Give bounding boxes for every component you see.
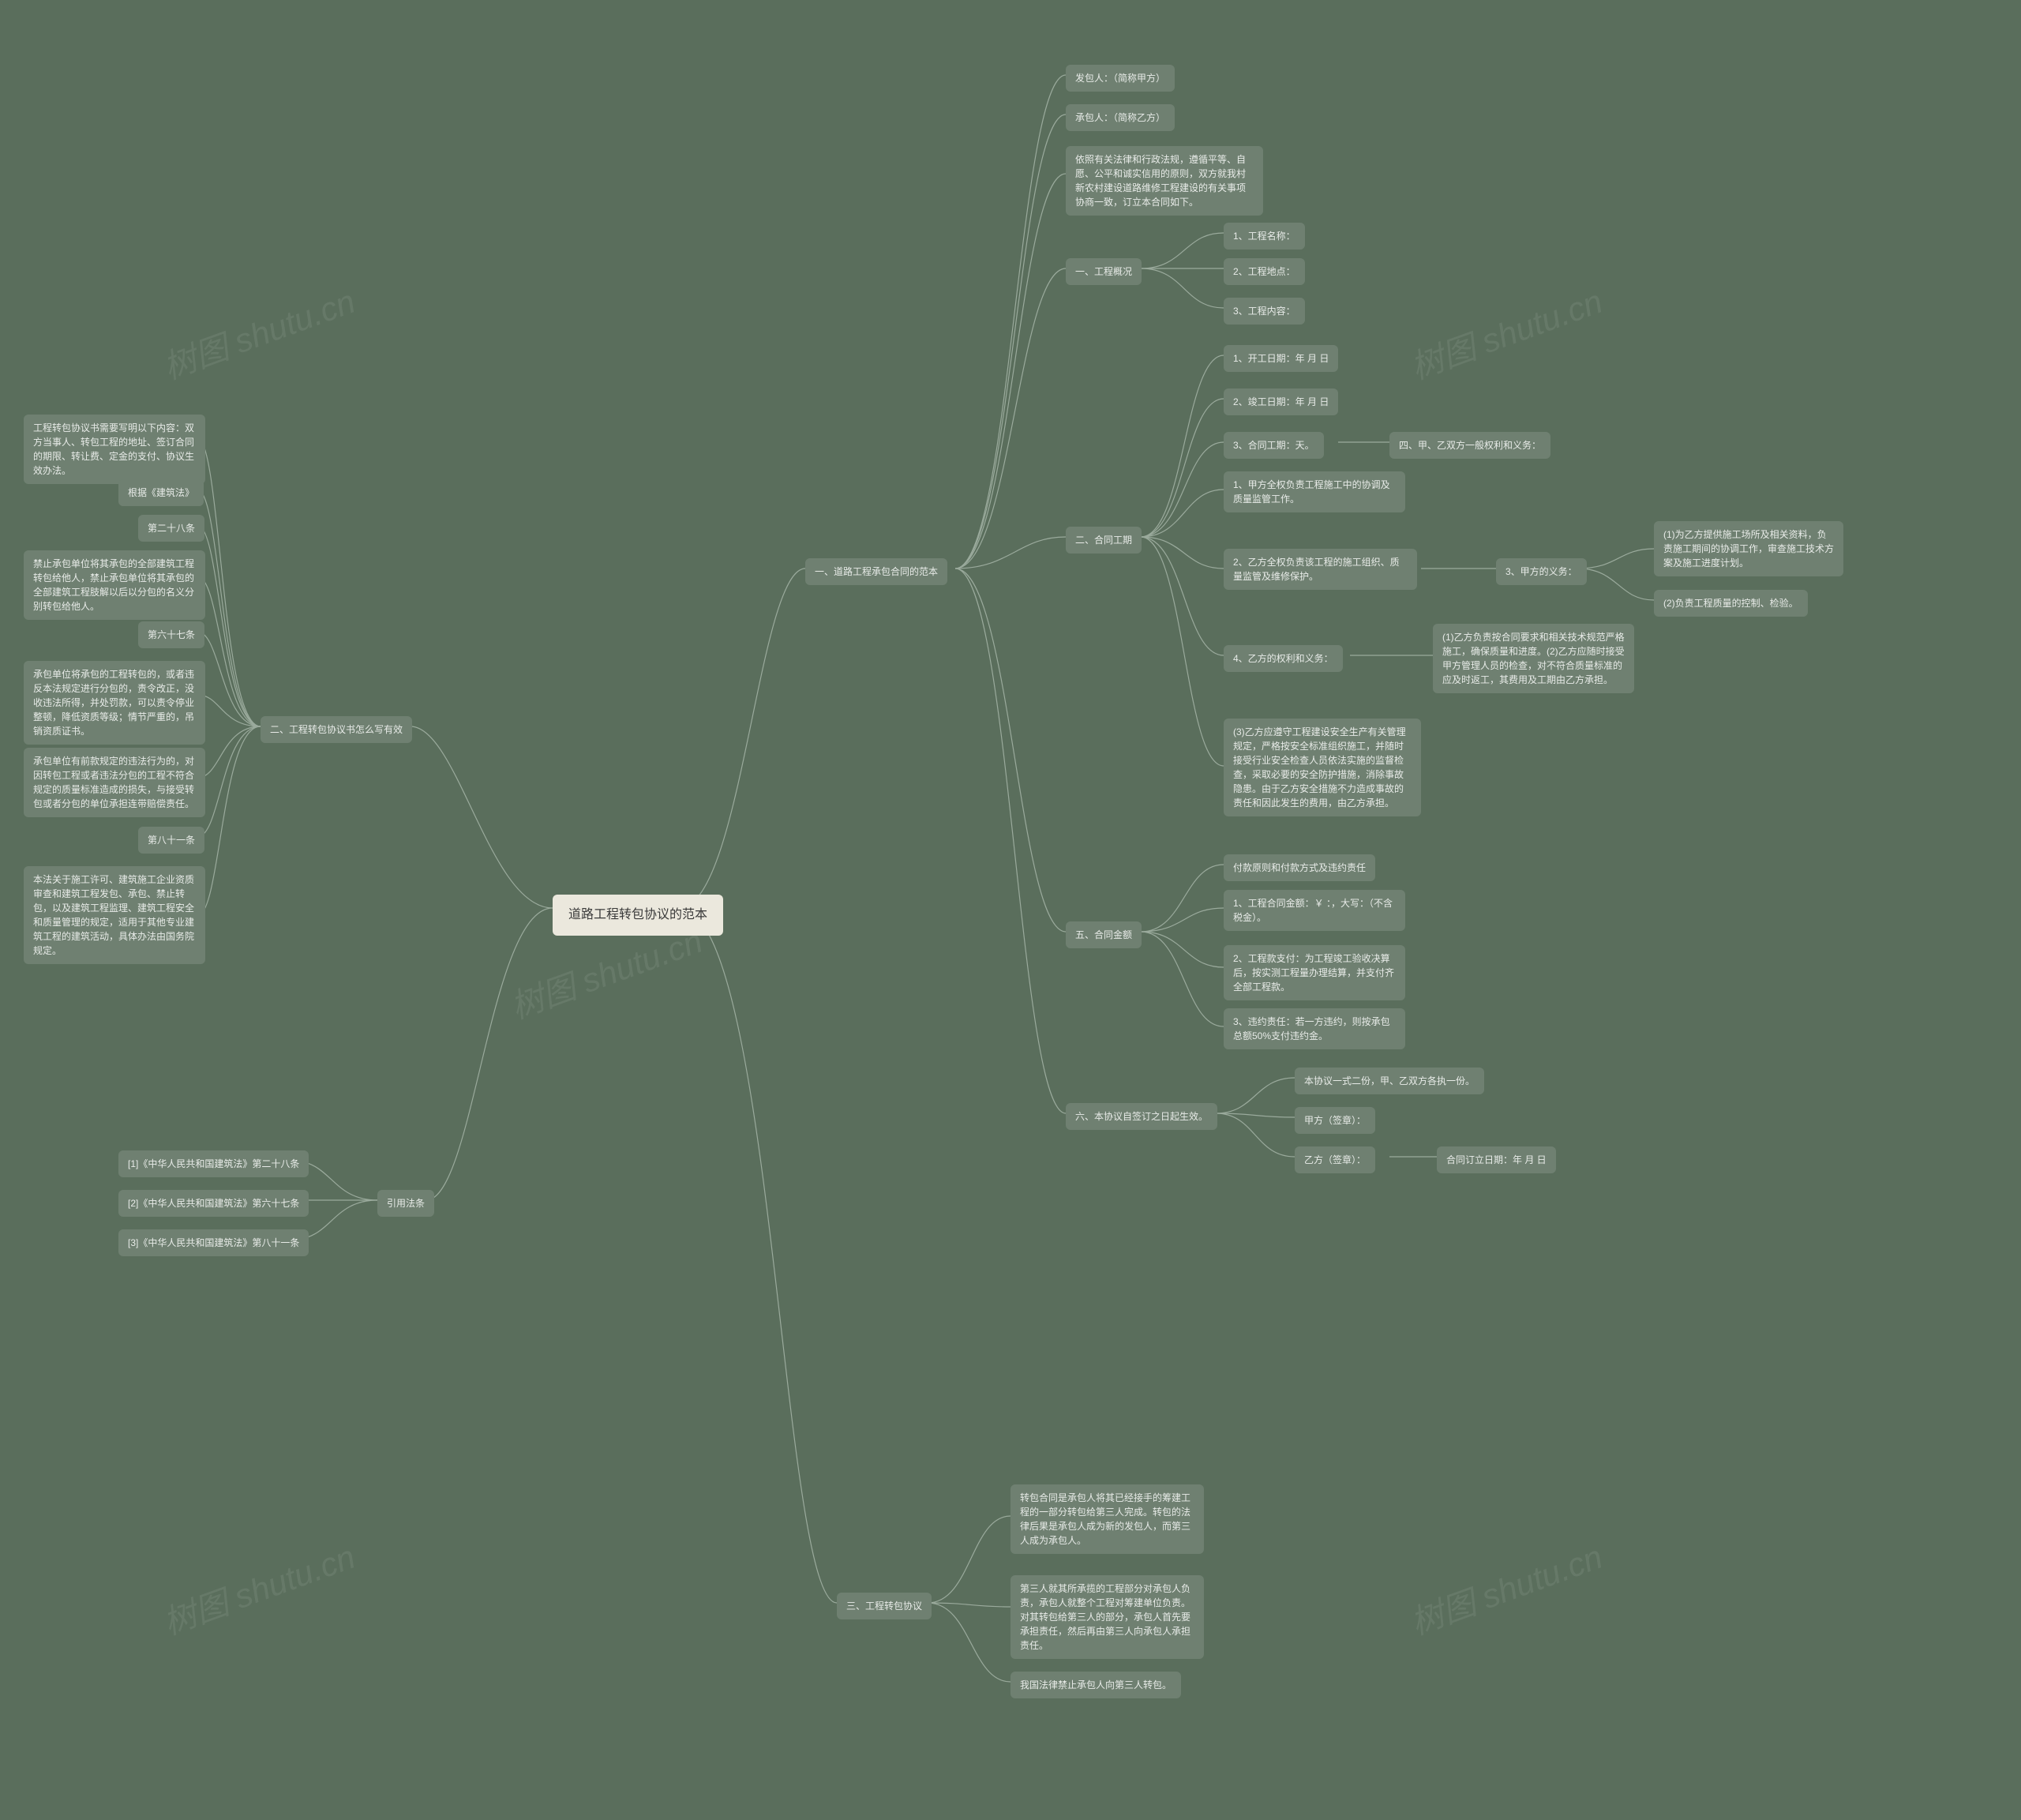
node-c5-d8-right-label[interactable]: 3、甲方的义务： <box>1496 558 1587 585</box>
node-b2-l5[interactable]: 第六十七条 <box>138 621 204 648</box>
watermark: 树图 shutu.cn <box>1403 275 1608 388</box>
node-b1-c2[interactable]: 承包人：（简称乙方） <box>1066 104 1175 131</box>
node-b4-r2[interactable]: [2]《中华人民共和国建筑法》第六十七条 <box>118 1190 309 1217</box>
node-c7-d15[interactable]: 本协议一式二份，甲、乙双方各执一份。 <box>1295 1068 1484 1094</box>
node-c4-d1[interactable]: 1、工程名称： <box>1224 223 1305 250</box>
watermark: 树图 shutu.cn <box>1403 1530 1608 1644</box>
node-c6-d11[interactable]: 付款原则和付款方式及违约责任 <box>1224 854 1375 881</box>
node-c4-d2[interactable]: 2、工程地点： <box>1224 258 1305 285</box>
node-b1-c5[interactable]: 二、合同工期 <box>1066 527 1142 554</box>
node-b2-l7[interactable]: 承包单位有前款规定的违法行为的，对因转包工程或者违法分包的工程不符合规定的质量标… <box>24 748 205 817</box>
branch-2[interactable]: 二、工程转包协议书怎么写有效 <box>261 716 412 743</box>
node-c7-d17[interactable]: 乙方（签章）： <box>1295 1146 1375 1173</box>
branch-4[interactable]: 引用法条 <box>377 1190 434 1217</box>
node-c4-d3[interactable]: 3、工程内容： <box>1224 298 1305 325</box>
mindmap-root[interactable]: 道路工程转包协议的范本 <box>553 895 723 936</box>
node-c6-d13[interactable]: 2、工程款支付：为工程竣工验收决算后，按实测工程量办理结算，并支付齐全部工程款。 <box>1224 945 1405 1000</box>
node-b4-r1[interactable]: [1]《中华人民共和国建筑法》第二十八条 <box>118 1150 309 1177</box>
node-c7-d16[interactable]: 甲方（签章）： <box>1295 1107 1375 1134</box>
node-c5-d8-e1[interactable]: (1)为乙方提供施工场所及相关资料，负责施工期间的协调工作，审查施工技术方案及施… <box>1654 521 1843 576</box>
node-c5-d10[interactable]: (3)乙方应遵守工程建设安全生产有关管理规定，严格按安全标准组织施工，并随时接受… <box>1224 719 1421 816</box>
node-b1-c6[interactable]: 五、合同金额 <box>1066 921 1142 948</box>
node-b1-c7[interactable]: 六、本协议自签订之日起生效。 <box>1066 1103 1217 1130</box>
node-c5-d4[interactable]: 1、开工日期：年 月 日 <box>1224 345 1338 372</box>
node-b2-l4[interactable]: 禁止承包单位将其承包的全部建筑工程转包给他人，禁止承包单位将其承包的全部建筑工程… <box>24 550 205 620</box>
node-c5-d9[interactable]: 4、乙方的权利和义务： <box>1224 645 1343 672</box>
node-c7-d17-right[interactable]: 合同订立日期：年 月 日 <box>1437 1146 1556 1173</box>
node-c5-d6-right[interactable]: 四、甲、乙双方一般权利和义务： <box>1389 432 1550 459</box>
node-b3-m2[interactable]: 第三人就其所承揽的工程部分对承包人负责，承包人就整个工程对筹建单位负责。对其转包… <box>1010 1575 1204 1659</box>
node-c6-d12[interactable]: 1、工程合同金额：￥ ：，大写：（不含税金）。 <box>1224 890 1405 931</box>
node-b1-c3[interactable]: 依照有关法律和行政法规，遵循平等、自愿、公平和诚实信用的原则，双方就我村新农村建… <box>1066 146 1263 216</box>
node-b1-c4[interactable]: 一、工程概况 <box>1066 258 1142 285</box>
node-b2-l8[interactable]: 第八十一条 <box>138 827 204 854</box>
branch-3[interactable]: 三、工程转包协议 <box>837 1593 932 1619</box>
node-b1-c1[interactable]: 发包人：（简称甲方） <box>1066 65 1175 92</box>
node-c5-d6[interactable]: 3、合同工期：天。 <box>1224 432 1324 459</box>
node-b4-r3[interactable]: [3]《中华人民共和国建筑法》第八十一条 <box>118 1229 309 1256</box>
node-b2-l6[interactable]: 承包单位将承包的工程转包的，或者违反本法规定进行分包的，责令改正，没收违法所得，… <box>24 661 205 745</box>
watermark: 树图 shutu.cn <box>156 275 361 388</box>
node-b2-l2[interactable]: 根据《建筑法》 <box>118 479 204 506</box>
node-c5-d7[interactable]: 1、甲方全权负责工程施工中的协调及质量监管工作。 <box>1224 471 1405 512</box>
watermark: 树图 shutu.cn <box>156 1530 361 1644</box>
node-c5-d9-right[interactable]: (1)乙方负责按合同要求和相关技术规范严格施工，确保质量和进度。(2)乙方应随时… <box>1433 624 1634 693</box>
branch-1[interactable]: 一、道路工程承包合同的范本 <box>805 558 947 585</box>
node-c5-d8[interactable]: 2、乙方全权负责该工程的施工组织、质量监管及维修保护。 <box>1224 549 1417 590</box>
node-c5-d5[interactable]: 2、竣工日期：年 月 日 <box>1224 388 1338 415</box>
node-b2-l1[interactable]: 工程转包协议书需要写明以下内容：双方当事人、转包工程的地址、签订合同的期限、转让… <box>24 415 205 484</box>
node-c5-d8-e2[interactable]: (2)负责工程质量的控制、检验。 <box>1654 590 1808 617</box>
node-c6-d14[interactable]: 3、违约责任：若一方违约，则按承包总额50%支付违约金。 <box>1224 1008 1405 1049</box>
node-b3-m1[interactable]: 转包合同是承包人将其已经接手的筹建工程的一部分转包给第三人完成。转包的法律后果是… <box>1010 1484 1204 1554</box>
node-b3-m3[interactable]: 我国法律禁止承包人向第三人转包。 <box>1010 1672 1181 1698</box>
node-b2-l3[interactable]: 第二十八条 <box>138 515 204 542</box>
node-b2-l9[interactable]: 本法关于施工许可、建筑施工企业资质审查和建筑工程发包、承包、禁止转包，以及建筑工… <box>24 866 205 964</box>
